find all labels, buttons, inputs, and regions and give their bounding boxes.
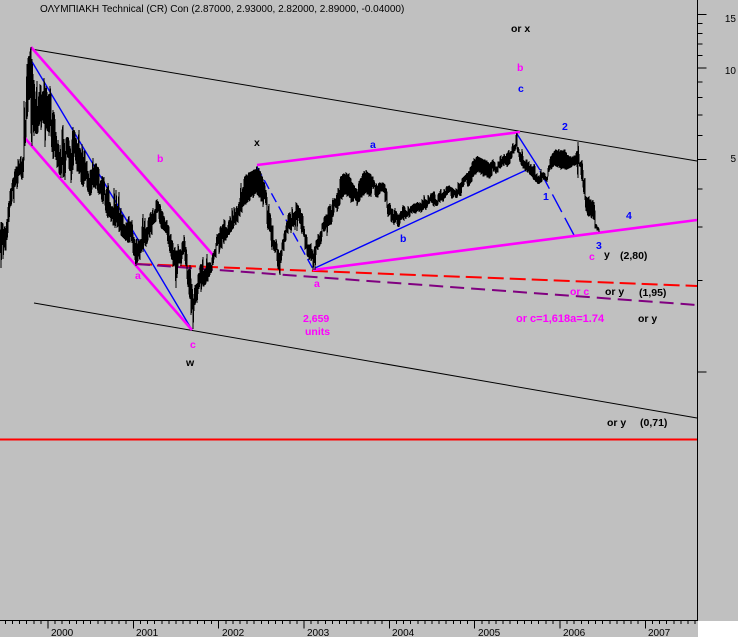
svg-text:w: w (185, 357, 195, 369)
svg-text:b: b (517, 62, 523, 74)
svg-text:a: a (370, 139, 376, 151)
svg-text:2: 2 (562, 121, 568, 133)
svg-text:2005: 2005 (478, 628, 501, 637)
svg-text:15: 15 (725, 14, 737, 25)
svg-text:a: a (314, 278, 320, 290)
svg-text:b: b (400, 233, 406, 245)
svg-text:units: units (305, 326, 330, 338)
svg-text:or x: or x (511, 23, 530, 35)
svg-text:(1,95): (1,95) (639, 287, 666, 299)
svg-text:c: c (190, 339, 196, 351)
svg-text:4: 4 (626, 210, 632, 222)
svg-text:y: y (604, 249, 610, 261)
svg-text:c: c (518, 83, 524, 95)
svg-text:10: 10 (725, 66, 737, 77)
svg-text:b: b (157, 153, 163, 165)
svg-text:2000: 2000 (51, 628, 74, 637)
svg-text:(2,80): (2,80) (620, 250, 647, 262)
svg-text:2007: 2007 (648, 628, 671, 637)
svg-text:or c=1,618a=1.74: or c=1,618a=1.74 (516, 313, 605, 325)
svg-text:(0,71): (0,71) (640, 417, 667, 429)
svg-text:2001: 2001 (136, 628, 159, 637)
svg-text:or c: or c (570, 286, 589, 298)
svg-text:c: c (589, 251, 595, 263)
svg-text:or y: or y (607, 417, 626, 429)
svg-text:2002: 2002 (222, 628, 245, 637)
svg-text:5: 5 (730, 154, 736, 165)
svg-text:a: a (135, 270, 141, 282)
svg-text:x: x (254, 137, 260, 149)
svg-text:3: 3 (596, 240, 602, 252)
svg-text:1: 1 (543, 191, 549, 203)
svg-text:or y: or y (605, 286, 624, 298)
svg-text:ΟΛΥΜΠΙΑΚΗ Technical (CR) Con (: ΟΛΥΜΠΙΑΚΗ Technical (CR) Con (2.87000, 2… (40, 4, 404, 15)
svg-text:2004: 2004 (392, 628, 415, 637)
svg-text:2,659: 2,659 (303, 313, 329, 325)
svg-text:2003: 2003 (307, 628, 330, 637)
svg-text:2006: 2006 (563, 628, 586, 637)
svg-text:or y: or y (638, 313, 657, 325)
